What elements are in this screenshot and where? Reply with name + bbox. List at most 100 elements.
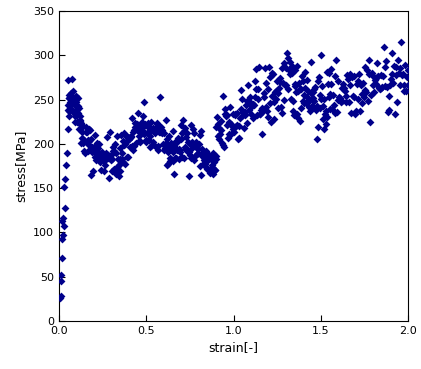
Point — [266, 64, 272, 70]
Point — [303, 77, 310, 83]
Point — [303, 100, 309, 106]
Point — [210, 151, 216, 156]
Point — [304, 99, 311, 104]
Point — [298, 105, 305, 111]
Point — [120, 138, 126, 144]
Point — [245, 107, 252, 113]
Point — [380, 73, 386, 79]
Point — [196, 141, 203, 147]
Point — [149, 142, 155, 148]
Point — [280, 97, 287, 103]
Point — [287, 59, 293, 65]
Point — [198, 154, 205, 159]
Point — [336, 94, 343, 100]
Point — [371, 89, 378, 94]
Point — [318, 52, 325, 58]
Point — [177, 149, 184, 155]
Point — [346, 99, 352, 105]
Point — [286, 72, 293, 77]
Point — [194, 151, 200, 157]
Point — [113, 150, 120, 156]
Point — [375, 73, 381, 79]
Point — [191, 142, 198, 148]
Point — [108, 152, 115, 158]
Point — [298, 73, 305, 79]
Point — [346, 82, 353, 88]
Point — [220, 142, 227, 148]
Point — [392, 72, 399, 78]
Point — [70, 88, 77, 94]
Point — [381, 63, 388, 69]
Point — [377, 85, 384, 91]
Point — [174, 139, 181, 145]
Point — [131, 124, 138, 130]
Point — [119, 151, 125, 156]
Point — [400, 82, 407, 88]
Point — [153, 120, 160, 126]
Point — [158, 124, 165, 130]
Point — [205, 156, 211, 162]
Point — [315, 79, 322, 85]
Point — [217, 127, 224, 133]
Point — [264, 108, 270, 114]
Point — [219, 140, 226, 146]
Point — [109, 168, 116, 174]
Point — [72, 100, 79, 106]
Point — [307, 108, 314, 114]
Point — [96, 159, 103, 165]
Point — [131, 127, 137, 132]
Point — [272, 89, 279, 94]
Point — [169, 159, 176, 165]
Point — [341, 88, 348, 94]
Point — [58, 278, 65, 284]
Point — [288, 96, 294, 102]
Point — [101, 158, 108, 163]
Point — [82, 129, 89, 135]
Point — [64, 150, 70, 156]
Point — [70, 110, 77, 116]
Point — [71, 96, 77, 102]
Point — [189, 125, 196, 131]
Point — [97, 156, 104, 162]
Point — [247, 111, 254, 117]
Point — [214, 133, 221, 139]
Point — [72, 98, 79, 104]
Point — [367, 119, 373, 125]
Point — [201, 157, 208, 163]
Point — [128, 143, 135, 149]
Point — [117, 168, 123, 174]
Point — [201, 161, 208, 167]
Point — [196, 132, 203, 138]
Point — [175, 135, 181, 141]
Point — [195, 151, 201, 156]
Point — [338, 99, 344, 105]
Point — [248, 103, 255, 109]
Point — [57, 293, 64, 299]
Point — [184, 148, 191, 154]
Point — [76, 105, 83, 111]
Point — [75, 110, 81, 116]
Point — [109, 144, 116, 149]
Point — [127, 145, 133, 151]
Point — [172, 155, 179, 161]
Point — [212, 153, 219, 159]
Point — [235, 135, 242, 141]
Point — [213, 114, 220, 120]
Point — [78, 140, 85, 146]
Point — [387, 82, 394, 88]
Point — [397, 65, 404, 71]
Point — [190, 157, 197, 163]
Point — [269, 93, 276, 99]
Point — [401, 89, 408, 94]
Point — [77, 118, 84, 124]
Point — [149, 125, 156, 131]
Point — [104, 152, 111, 158]
Point — [395, 70, 402, 76]
Point — [188, 155, 195, 161]
Point — [79, 129, 86, 135]
Point — [234, 110, 241, 116]
Point — [160, 141, 166, 147]
Point — [391, 63, 397, 69]
Point — [219, 93, 226, 99]
Point — [250, 102, 257, 108]
